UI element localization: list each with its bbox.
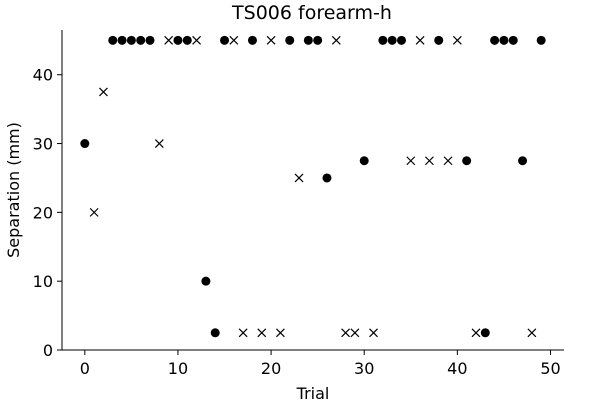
x-tick-label: 0 [80, 359, 90, 378]
circle-point [396, 35, 406, 45]
data-points [80, 35, 546, 338]
x-marker-point [266, 35, 276, 45]
circle-point [434, 35, 444, 45]
y-tick-label: 20 [33, 203, 53, 222]
x-marker-point [294, 173, 304, 183]
circle-point [182, 35, 192, 45]
chart-title: TS006 forearm-h [231, 2, 392, 24]
x-marker-point [471, 328, 481, 338]
circle-point [145, 35, 155, 45]
x-marker-point [424, 156, 434, 166]
circle-point [201, 276, 211, 286]
x-marker-point [229, 35, 239, 45]
x-marker-point [415, 35, 425, 45]
x-marker-point [341, 328, 351, 338]
circle-point [536, 35, 546, 45]
x-marker-point [443, 156, 453, 166]
y-tick-label: 10 [33, 272, 53, 291]
y-tick-label: 40 [33, 66, 53, 85]
circle-point [220, 35, 230, 45]
x-tick-label: 50 [540, 359, 560, 378]
circle-point [303, 35, 313, 45]
x-marker-point [164, 35, 174, 45]
circle-point [173, 35, 183, 45]
y-tick-label: 30 [33, 135, 53, 154]
x-marker-point [192, 35, 202, 45]
circle-point [247, 35, 257, 45]
circle-point [462, 156, 472, 166]
circle-point [126, 35, 136, 45]
circle-point [387, 35, 397, 45]
x-marker-point [154, 139, 164, 148]
x-marker-point [275, 328, 285, 338]
x-marker-point [452, 35, 462, 45]
circle-point [80, 139, 90, 149]
x-axis-label: Trial [296, 384, 330, 400]
x-tick-label: 20 [261, 359, 281, 378]
x-tick-label: 30 [354, 359, 374, 378]
circle-point [210, 328, 220, 338]
circle-point [322, 173, 332, 183]
circle-point [285, 35, 295, 45]
x-marker-point [406, 156, 416, 166]
circle-point [508, 35, 518, 45]
y-axis-label: Separation (mm) [4, 122, 23, 258]
circle-point [480, 328, 490, 338]
circle-point [117, 35, 127, 45]
x-marker-point [257, 328, 267, 338]
circle-point [313, 35, 323, 45]
x-tick-label: 10 [168, 359, 188, 378]
x-marker-point [238, 328, 248, 338]
circle-point [378, 35, 388, 45]
x-marker-point [369, 328, 378, 338]
x-marker-point [331, 35, 341, 45]
x-tick-label: 40 [447, 359, 467, 378]
circle-point [359, 156, 369, 166]
circle-point [108, 35, 118, 45]
circle-point [499, 35, 509, 45]
x-marker-point [99, 87, 108, 97]
x-marker-point [350, 328, 360, 338]
circle-point [136, 35, 146, 45]
y-axis-ticks: 0 10 20 30 40 [33, 66, 62, 360]
x-marker-point [527, 328, 537, 338]
x-marker-point [89, 207, 99, 217]
circle-point [518, 156, 528, 166]
circle-point [490, 35, 500, 45]
y-tick-label: 0 [43, 341, 53, 360]
x-axis-ticks: 0 10 20 30 40 50 [80, 350, 561, 378]
